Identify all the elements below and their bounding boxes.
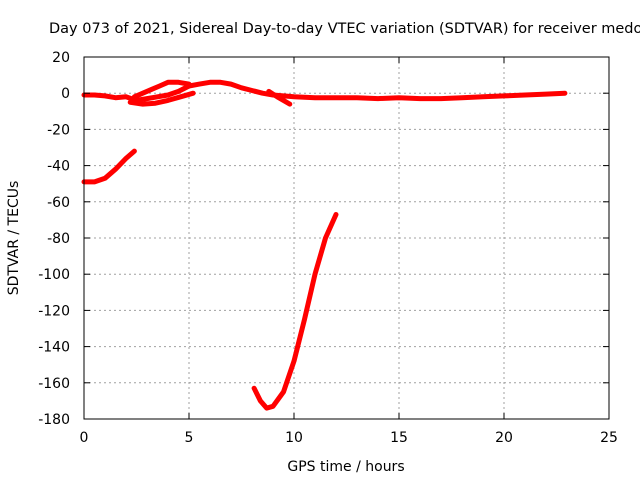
series-dip-segment [251, 212, 339, 411]
y-tick-label: -80 [47, 231, 70, 247]
chart-title: Day 073 of 2021, Sidereal Day-to-day VTE… [49, 21, 640, 37]
y-tick-label: -140 [38, 340, 70, 356]
y-tick-label: -20 [47, 122, 70, 138]
y-tick-label: -180 [38, 412, 70, 428]
series-early-segment [81, 148, 137, 185]
y-tick-label: 0 [61, 86, 70, 102]
x-tick-label: 20 [495, 430, 513, 446]
y-tick-label: -160 [38, 376, 70, 392]
x-tick-label: 15 [390, 430, 408, 446]
y-tick-label: -100 [38, 267, 70, 283]
x-tick-label: 5 [185, 430, 194, 446]
y-axis-label: SDTVAR / TECUs [6, 181, 22, 296]
y-tick-label: -40 [47, 159, 70, 175]
x-tick-label: 10 [285, 430, 303, 446]
grid [84, 57, 609, 419]
x-axis-label: GPS time / hours [287, 459, 404, 475]
series-main-band-dip [266, 88, 293, 107]
data-series [81, 79, 568, 411]
y-tick-label: -120 [38, 303, 70, 319]
series-main-band [81, 79, 568, 103]
axis-ticks: 0 5 10 15 20 25 20 0 -20 -40 -60 -80 -100 -120 -140 -16… [38, 50, 618, 446]
y-tick-label: -60 [47, 195, 70, 211]
x-tick-label: 0 [80, 430, 89, 446]
y-tick-label: 20 [52, 50, 70, 66]
series-main-band-upper [131, 79, 192, 100]
x-tick-label: 25 [600, 430, 618, 446]
series-main-band-lower [127, 90, 196, 107]
